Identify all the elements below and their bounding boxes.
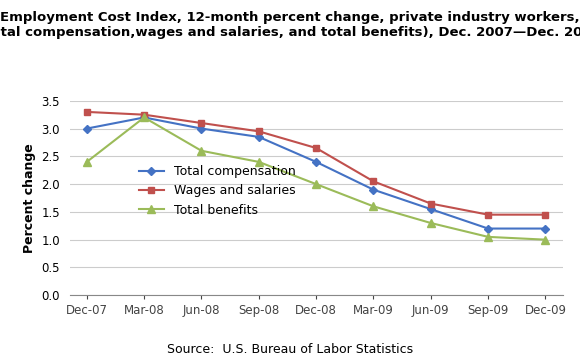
Total compensation — [140, 115, 147, 120]
Line: Total compensation: Total compensation — [84, 114, 549, 232]
Total compensation — [427, 207, 434, 211]
Total benefits — [198, 149, 205, 153]
Total compensation — [313, 160, 320, 164]
Wages and salaries — [84, 110, 90, 114]
Total benefits — [542, 238, 549, 242]
Wages and salaries — [255, 129, 262, 134]
Wages and salaries — [427, 201, 434, 206]
Line: Total benefits: Total benefits — [83, 114, 549, 243]
Text: Source:  U.S. Bureau of Labor Statistics: Source: U.S. Bureau of Labor Statistics — [167, 343, 413, 356]
Wages and salaries — [370, 179, 377, 184]
Total benefits — [140, 115, 147, 120]
Wages and salaries — [198, 121, 205, 125]
Y-axis label: Percent change: Percent change — [23, 143, 36, 253]
Total benefits — [84, 160, 90, 164]
Wages and salaries — [140, 113, 147, 117]
Wages and salaries — [542, 212, 549, 217]
Total compensation — [370, 188, 377, 192]
Total compensation — [485, 226, 492, 231]
Total compensation — [84, 126, 90, 131]
Legend: Total compensation, Wages and salaries, Total benefits: Total compensation, Wages and salaries, … — [135, 162, 299, 220]
Total compensation — [198, 126, 205, 131]
Line: Wages and salaries: Wages and salaries — [84, 109, 549, 218]
Total benefits — [313, 182, 320, 186]
Text: Employment Cost Index, 12-month percent change, private industry workers,
(total: Employment Cost Index, 12-month percent … — [0, 11, 580, 39]
Wages and salaries — [485, 212, 492, 217]
Total benefits — [427, 221, 434, 225]
Total benefits — [485, 235, 492, 239]
Total compensation — [542, 226, 549, 231]
Total benefits — [370, 204, 377, 208]
Total compensation — [255, 135, 262, 139]
Total benefits — [255, 160, 262, 164]
Wages and salaries — [313, 146, 320, 150]
